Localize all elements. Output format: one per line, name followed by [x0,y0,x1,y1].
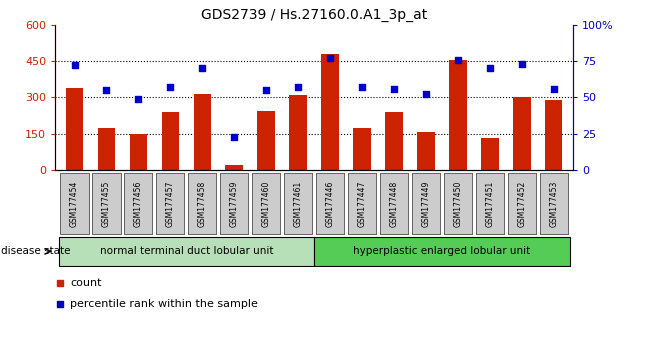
Bar [322,54,339,170]
Point [261,87,271,93]
Point [69,63,79,68]
Bar [449,60,467,170]
Text: GSM177456: GSM177456 [134,180,143,227]
Point [133,96,144,102]
FancyBboxPatch shape [284,173,312,234]
Bar [545,100,562,170]
Point [55,280,65,286]
FancyBboxPatch shape [61,173,89,234]
Bar [98,127,115,170]
Text: GSM177453: GSM177453 [549,180,558,227]
Bar [257,111,275,170]
Text: GSM177455: GSM177455 [102,180,111,227]
Point [484,65,495,71]
Text: GSM177457: GSM177457 [166,180,175,227]
Text: GSM177458: GSM177458 [198,181,207,227]
Text: GSM177446: GSM177446 [326,180,335,227]
Bar [385,112,403,170]
Point [421,92,431,97]
FancyBboxPatch shape [380,173,408,234]
Point [549,86,559,91]
Point [229,134,240,139]
FancyBboxPatch shape [476,173,504,234]
Point [197,65,208,71]
Bar [289,95,307,170]
Bar [225,165,243,170]
FancyBboxPatch shape [508,173,536,234]
Text: GSM177451: GSM177451 [485,181,494,227]
Bar [66,88,83,170]
Text: normal terminal duct lobular unit: normal terminal duct lobular unit [100,246,273,256]
Text: GSM177448: GSM177448 [389,181,398,227]
Point [516,61,527,67]
Text: GSM177452: GSM177452 [518,181,526,227]
Text: percentile rank within the sample: percentile rank within the sample [70,299,258,309]
Bar [513,97,531,170]
Text: disease state: disease state [1,246,71,256]
Point [165,84,176,90]
FancyBboxPatch shape [316,173,344,234]
FancyBboxPatch shape [220,173,248,234]
FancyBboxPatch shape [252,173,280,234]
FancyBboxPatch shape [188,173,216,234]
Point [357,84,367,90]
Text: hyperplastic enlarged lobular unit: hyperplastic enlarged lobular unit [353,246,531,256]
Text: count: count [70,278,102,288]
Text: GSM177447: GSM177447 [357,180,367,227]
FancyBboxPatch shape [59,237,314,266]
Text: GSM177449: GSM177449 [421,180,430,227]
Bar [353,127,371,170]
Bar [193,94,211,170]
Bar [417,132,435,170]
FancyBboxPatch shape [444,173,472,234]
Text: GSM177460: GSM177460 [262,180,271,227]
Bar [161,112,179,170]
FancyBboxPatch shape [92,173,120,234]
FancyBboxPatch shape [156,173,184,234]
FancyBboxPatch shape [412,173,440,234]
Title: GDS2739 / Hs.27160.0.A1_3p_at: GDS2739 / Hs.27160.0.A1_3p_at [201,8,427,22]
FancyBboxPatch shape [540,173,568,234]
Bar [481,138,499,170]
FancyBboxPatch shape [348,173,376,234]
Point [55,301,65,307]
Point [389,86,399,91]
Point [102,87,112,93]
Text: GSM177461: GSM177461 [294,181,303,227]
FancyBboxPatch shape [124,173,152,234]
Bar [130,133,147,170]
Point [452,57,463,62]
Point [325,55,335,61]
Text: GSM177459: GSM177459 [230,180,239,227]
Text: GSM177454: GSM177454 [70,180,79,227]
Text: GSM177450: GSM177450 [453,180,462,227]
Point [293,84,303,90]
FancyBboxPatch shape [314,237,570,266]
